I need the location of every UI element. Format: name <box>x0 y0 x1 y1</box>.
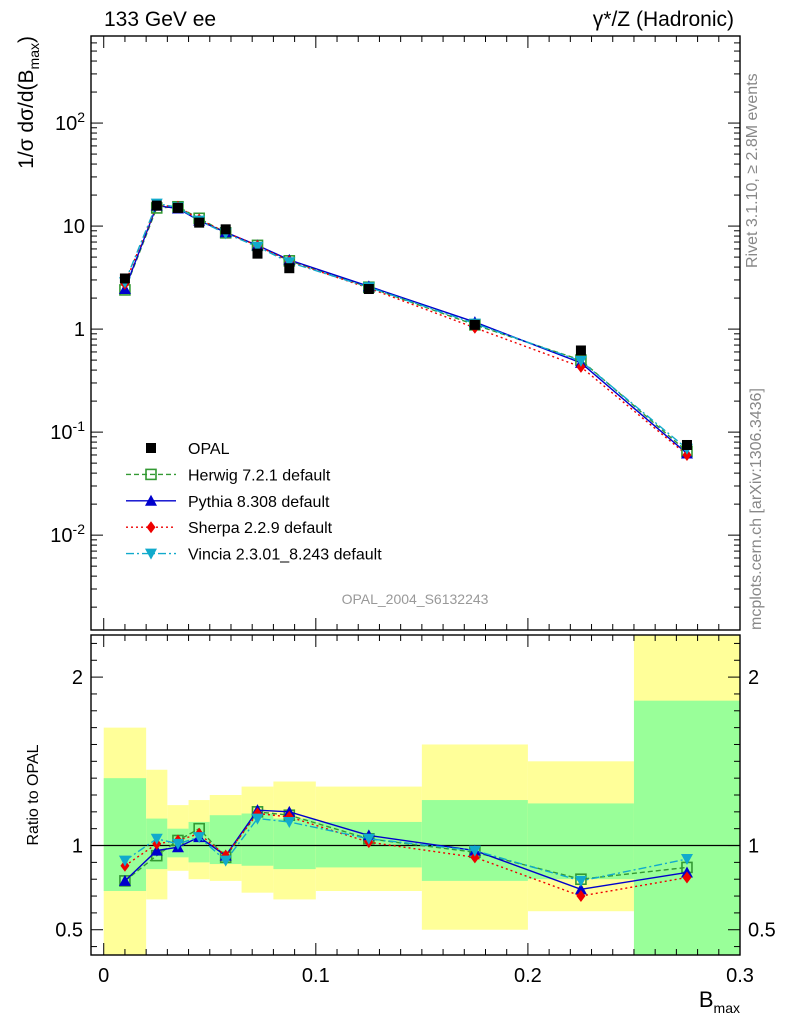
ratio-point-series2-8 <box>470 851 480 864</box>
main-frame <box>90 35 741 631</box>
ratio-series-line-3 <box>124 817 688 882</box>
ratio-point-series3-4 <box>219 855 232 867</box>
ratio-ytick-label-right: 1 <box>748 836 759 858</box>
x-axis-label: Bmax <box>699 987 740 1016</box>
main-point-series3-5 <box>251 241 264 253</box>
main-point-series3-9 <box>574 356 587 368</box>
data-point-7 <box>363 284 374 295</box>
data-point-9 <box>575 345 586 356</box>
main-series-line-0 <box>124 206 688 452</box>
chart-title-left: 133 GeV ee <box>104 8 217 31</box>
data-point-10 <box>681 439 692 450</box>
legend-marker-2 <box>145 494 157 506</box>
legend-label-0: OPAL <box>188 441 230 458</box>
chart-title-right: γ*/Z (Hadronic) <box>592 8 734 31</box>
xtick-label: 0.1 <box>302 965 330 987</box>
ratio-point-series3-3 <box>193 832 206 844</box>
ratio-point-series3-9 <box>574 875 587 887</box>
data-point-6 <box>284 263 295 274</box>
ratio-ylabel: Ratio to OPAL <box>25 744 42 845</box>
main-ytick-label: 10-1 <box>50 418 85 444</box>
main-point-series3-6 <box>283 257 296 269</box>
data-point-1 <box>151 200 162 211</box>
xtick-label: 0.3 <box>726 965 754 987</box>
band-inner-6 <box>273 818 316 870</box>
ratio-uncertainty-bands <box>103 635 740 955</box>
band-inner-10 <box>633 700 740 955</box>
ratio-point-series3-1 <box>150 833 163 845</box>
ratio-ytick-label: 2 <box>72 667 83 689</box>
analysis-id-label: OPAL_2004_S6132243 <box>342 591 489 607</box>
xtick-label: 0 <box>98 965 109 987</box>
ratio-point-series3-2 <box>171 838 184 850</box>
ratio-ytick-label: 1 <box>72 836 83 858</box>
data-point-0 <box>119 273 130 284</box>
ratio-point-series2-9 <box>576 890 586 903</box>
ratio-series-lines <box>91 804 740 903</box>
ratio-ytick-label-right: 0.5 <box>748 920 776 942</box>
ratio-point-series1-0 <box>118 874 131 886</box>
legend-marker-1 <box>145 468 157 481</box>
main-series-line-3 <box>124 202 688 450</box>
legend-label-4: Vincia 2.3.01_8.243 default <box>188 547 382 564</box>
ratio-point-series1-1 <box>150 844 163 856</box>
main-ylabel: 1/σ dσ/d(Bmax) <box>15 36 42 169</box>
legend-label-2: Pythia 8.308 default <box>188 494 330 511</box>
ratio-ytick-label: 0.5 <box>55 920 83 942</box>
main-ytick-label: 1 <box>74 319 85 341</box>
ratio-point-series3-8 <box>468 845 481 857</box>
legend-label-1: Herwig 7.2.1 default <box>188 467 331 484</box>
band-inner-9 <box>527 803 634 880</box>
ratio-point-series3-6 <box>283 816 296 828</box>
legend-marker-3 <box>146 521 156 534</box>
axes: 10-2 10-1 1 10 102 0 0.1 0.2 0.3 0.5 0.5 1 1 2 2 1/σ dσ… <box>15 35 776 1016</box>
data-point-3 <box>194 217 205 228</box>
main-ytick-label: 10-2 <box>50 521 85 547</box>
band-inner-8 <box>421 800 528 881</box>
main-series-line-2 <box>124 204 688 456</box>
data-point-5 <box>252 248 263 259</box>
main-ytick-label: 10 <box>63 216 85 238</box>
legend-marker-4 <box>145 548 157 560</box>
legend-label-3: Sherpa 2.2.9 default <box>188 520 333 537</box>
xtick-label: 0.2 <box>514 965 542 987</box>
legend: OPAL Herwig 7.2.1 default Pythia 8.308 def… <box>126 441 382 564</box>
ratio-point-series3-10 <box>680 854 693 865</box>
main-point-series2-10 <box>682 448 692 461</box>
main-series-line-1 <box>124 204 688 455</box>
main-ytick-label: 102 <box>55 109 85 135</box>
data-point-4 <box>220 224 231 235</box>
ratio-ytick-label-right: 2 <box>748 667 759 689</box>
legend-marker-0 <box>146 443 156 453</box>
main-series-lines <box>118 198 693 461</box>
ratio-point-series3-0 <box>118 855 131 867</box>
data-point-2 <box>172 202 183 213</box>
ratio-point-series3-7 <box>362 833 375 845</box>
band-inner-0 <box>103 778 147 891</box>
ratio-point-series3-5 <box>251 813 264 825</box>
data-point-8 <box>469 319 480 330</box>
ratio-point-series1-9 <box>574 883 587 895</box>
ratio-point-series2-10 <box>682 871 692 884</box>
